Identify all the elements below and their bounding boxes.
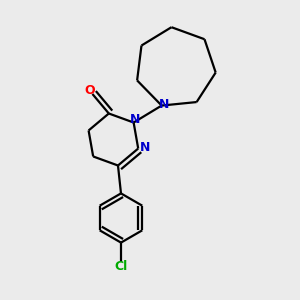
Text: O: O <box>85 85 95 98</box>
Text: Cl: Cl <box>114 260 128 273</box>
Text: N: N <box>130 113 140 126</box>
Text: N: N <box>140 141 150 154</box>
Text: N: N <box>159 98 169 111</box>
